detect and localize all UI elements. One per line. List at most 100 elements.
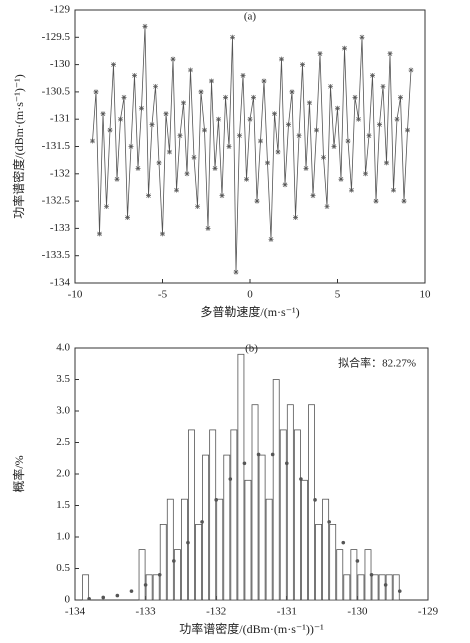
bar [322, 498, 330, 601]
y-tick-label: 1.5 [56, 499, 70, 511]
point-marker [188, 67, 193, 73]
y-tick-label: -130.5 [42, 85, 71, 97]
point-marker [132, 73, 137, 79]
point-marker [300, 62, 305, 68]
fit-point [101, 595, 106, 600]
point-marker [104, 204, 109, 210]
point-marker [177, 133, 183, 139]
y-tick-label: 4.0 [56, 342, 70, 354]
y-tick-label: 3.0 [56, 405, 70, 417]
fit-point [270, 452, 275, 457]
point-marker [384, 160, 389, 166]
fit-point [172, 559, 176, 563]
point-marker [247, 116, 253, 122]
point-marker [233, 269, 239, 275]
bar [180, 498, 188, 601]
bar [392, 574, 400, 601]
fit-point [256, 452, 261, 457]
point-marker [226, 144, 232, 149]
bar [336, 549, 344, 601]
point-marker [321, 154, 326, 160]
point-marker [230, 34, 235, 40]
bar [173, 549, 181, 601]
fit-point [397, 589, 402, 593]
x-tick-label: -133 [136, 606, 157, 618]
bar [188, 429, 195, 601]
bar [343, 574, 351, 601]
y-tick-label: -134 [50, 277, 71, 289]
bar [329, 524, 337, 601]
fit-point [313, 498, 317, 502]
bar [258, 454, 266, 601]
bar [209, 429, 217, 601]
bar [286, 404, 294, 601]
point-marker [167, 149, 172, 155]
y-axis-label: 功率谱密度/(dBm·(m·s⁻¹)⁻¹) [11, 74, 26, 219]
point-marker [373, 198, 379, 204]
point-marker [240, 73, 246, 79]
bar [152, 574, 160, 601]
point-marker [268, 236, 274, 242]
point-marker [408, 67, 414, 73]
point-marker [174, 187, 179, 193]
bar [216, 498, 224, 601]
bar [308, 404, 315, 601]
x-tick-label: -5 [158, 289, 168, 301]
point-marker [380, 83, 386, 89]
point-marker [345, 138, 351, 144]
bar [385, 574, 393, 601]
x-tick-label: 5 [335, 289, 341, 301]
x-axis-label: 功率谱密度/(dBm·(m·s⁻¹))⁻¹ [179, 621, 324, 636]
point-marker [356, 116, 361, 122]
point-marker [254, 198, 260, 204]
bar [202, 454, 210, 601]
fit-point [129, 589, 134, 593]
point-marker [181, 100, 186, 106]
bar [378, 574, 386, 601]
point-marker [223, 94, 228, 100]
fit-point [355, 559, 360, 563]
fit-point [228, 477, 233, 481]
bar [315, 524, 323, 601]
point-marker [314, 127, 319, 133]
point-marker [121, 94, 127, 100]
bar [138, 549, 146, 601]
fit-point [369, 573, 374, 577]
y-tick-label: -133.5 [42, 249, 71, 261]
point-marker [307, 100, 312, 106]
point-marker [128, 144, 134, 149]
point-marker [90, 138, 95, 144]
point-marker [275, 149, 281, 155]
point-marker [135, 165, 141, 171]
y-tick-label: -129.5 [42, 31, 71, 43]
x-tick-label: -10 [68, 289, 83, 301]
y-tick-label: -131 [50, 113, 70, 125]
point-marker [97, 231, 102, 237]
point-marker [191, 154, 197, 160]
bar [166, 498, 174, 601]
fit-point [87, 596, 91, 601]
point-marker [366, 133, 372, 139]
bar [237, 353, 245, 601]
bar [244, 479, 252, 601]
point-marker [338, 176, 344, 182]
y-tick-label: -132.5 [42, 195, 71, 207]
bar [301, 479, 308, 601]
point-marker [212, 165, 218, 171]
point-marker [310, 193, 316, 199]
point-marker [139, 105, 144, 111]
point-marker [394, 116, 400, 122]
point-marker [261, 78, 267, 84]
point-marker [107, 127, 113, 133]
point-marker [328, 83, 333, 89]
bar [251, 404, 259, 601]
bar [159, 524, 167, 601]
point-marker [401, 198, 407, 204]
fit-point [341, 540, 346, 545]
y-tick-label: 0 [65, 594, 71, 606]
y-tick-label: -133 [50, 222, 71, 234]
point-marker [289, 89, 295, 95]
point-marker [265, 160, 270, 166]
fit-point [383, 583, 388, 587]
